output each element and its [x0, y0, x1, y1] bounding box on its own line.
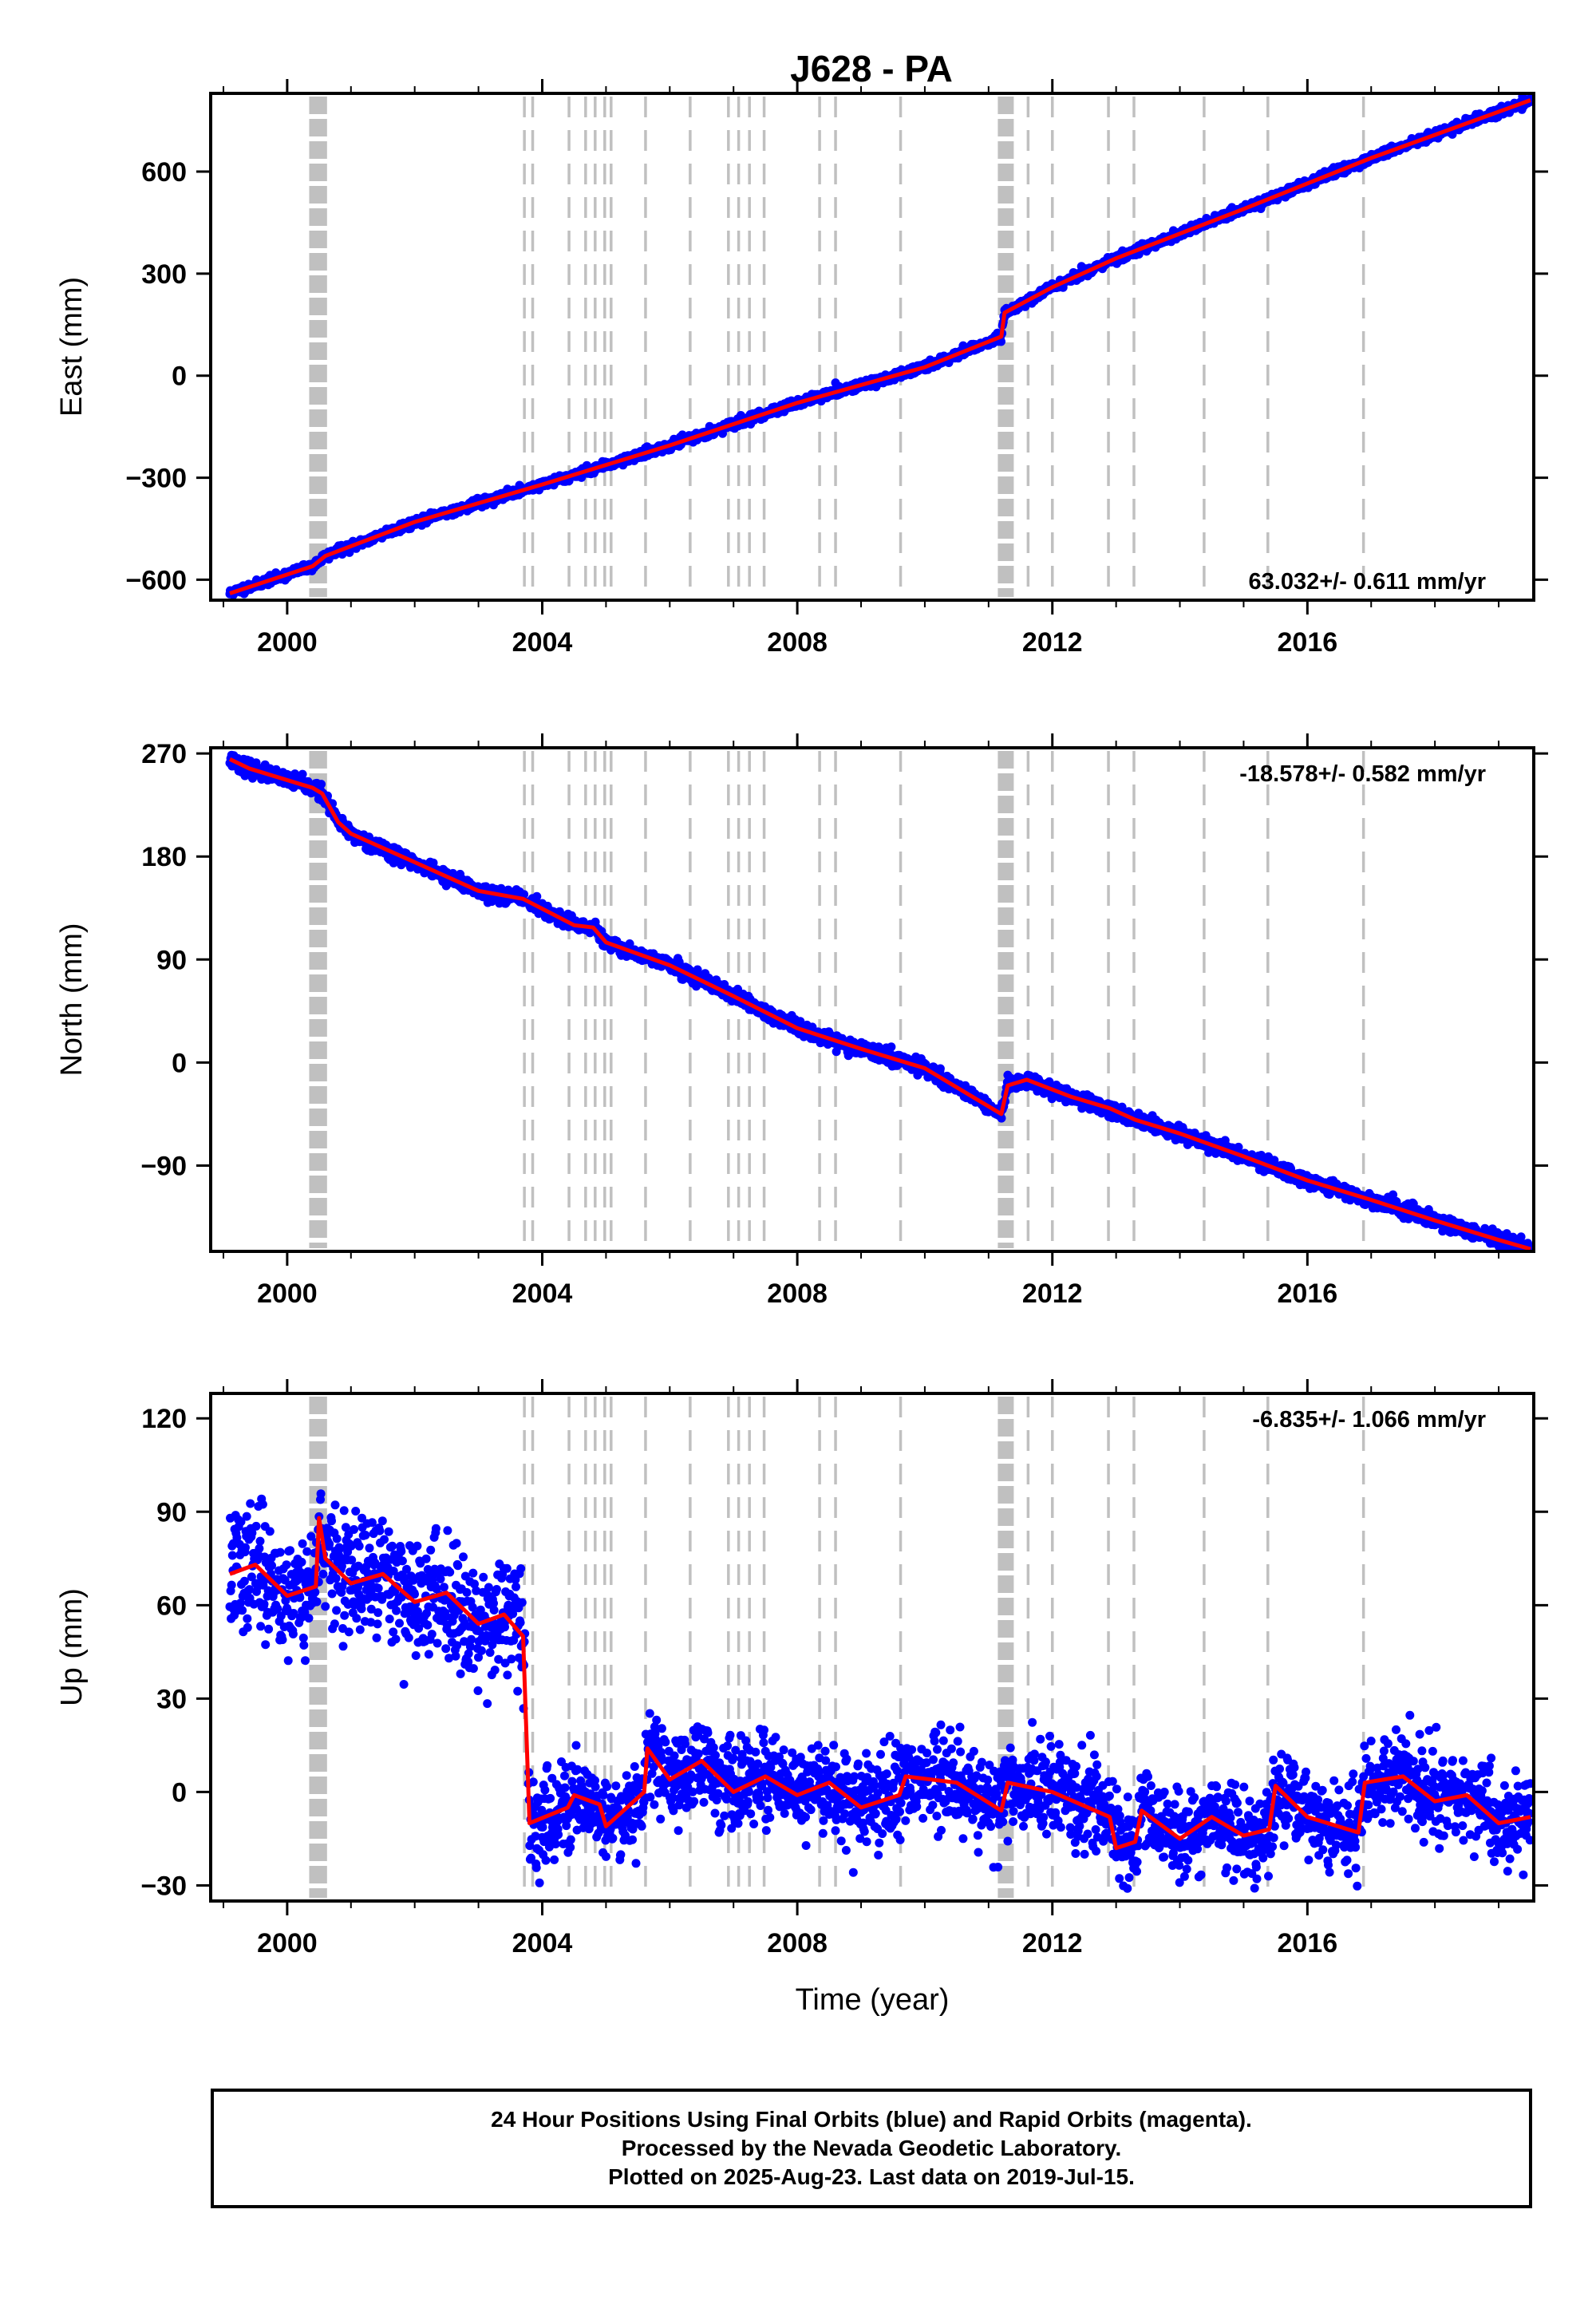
y-tick-label: −300	[125, 464, 187, 494]
x-tick-label: 2008	[767, 627, 828, 658]
x-tick-label: 2016	[1278, 627, 1338, 658]
data-points-east	[225, 93, 1534, 599]
y-tick-label: −600	[125, 565, 187, 595]
y-axis-label: East (mm)	[55, 277, 89, 417]
data-point	[532, 891, 542, 901]
chart-title: J628 - PA	[790, 48, 953, 89]
data-point	[935, 1064, 945, 1073]
x-tick-label: 2012	[1022, 627, 1083, 658]
data-point	[298, 769, 307, 779]
data-point	[1045, 1077, 1054, 1086]
data-point	[997, 1113, 1006, 1123]
y-tick-label: 0	[172, 362, 187, 392]
data-point	[429, 858, 438, 868]
rate-label: 63.032+/- 0.611 mm/yr	[1249, 569, 1486, 595]
x-tick-label: 2004	[512, 627, 573, 658]
plot-frame	[209, 92, 1535, 602]
data-points-north	[225, 750, 1534, 1251]
data-point	[887, 1042, 896, 1052]
model-line-east	[229, 98, 1531, 595]
data-point	[317, 780, 326, 789]
y-tick-label: 300	[141, 259, 187, 290]
data-point	[519, 890, 529, 899]
panels: 2000 2004 2008 2012 2016 −600 −300 0 300 600 East …	[55, 79, 1548, 2017]
panel-east: 2000 2004 2008 2012 2016 −600 −300 0 300 600 East …	[55, 79, 1548, 658]
y-tick-label: 600	[141, 157, 187, 188]
x-tick-label: 2000	[257, 627, 318, 658]
